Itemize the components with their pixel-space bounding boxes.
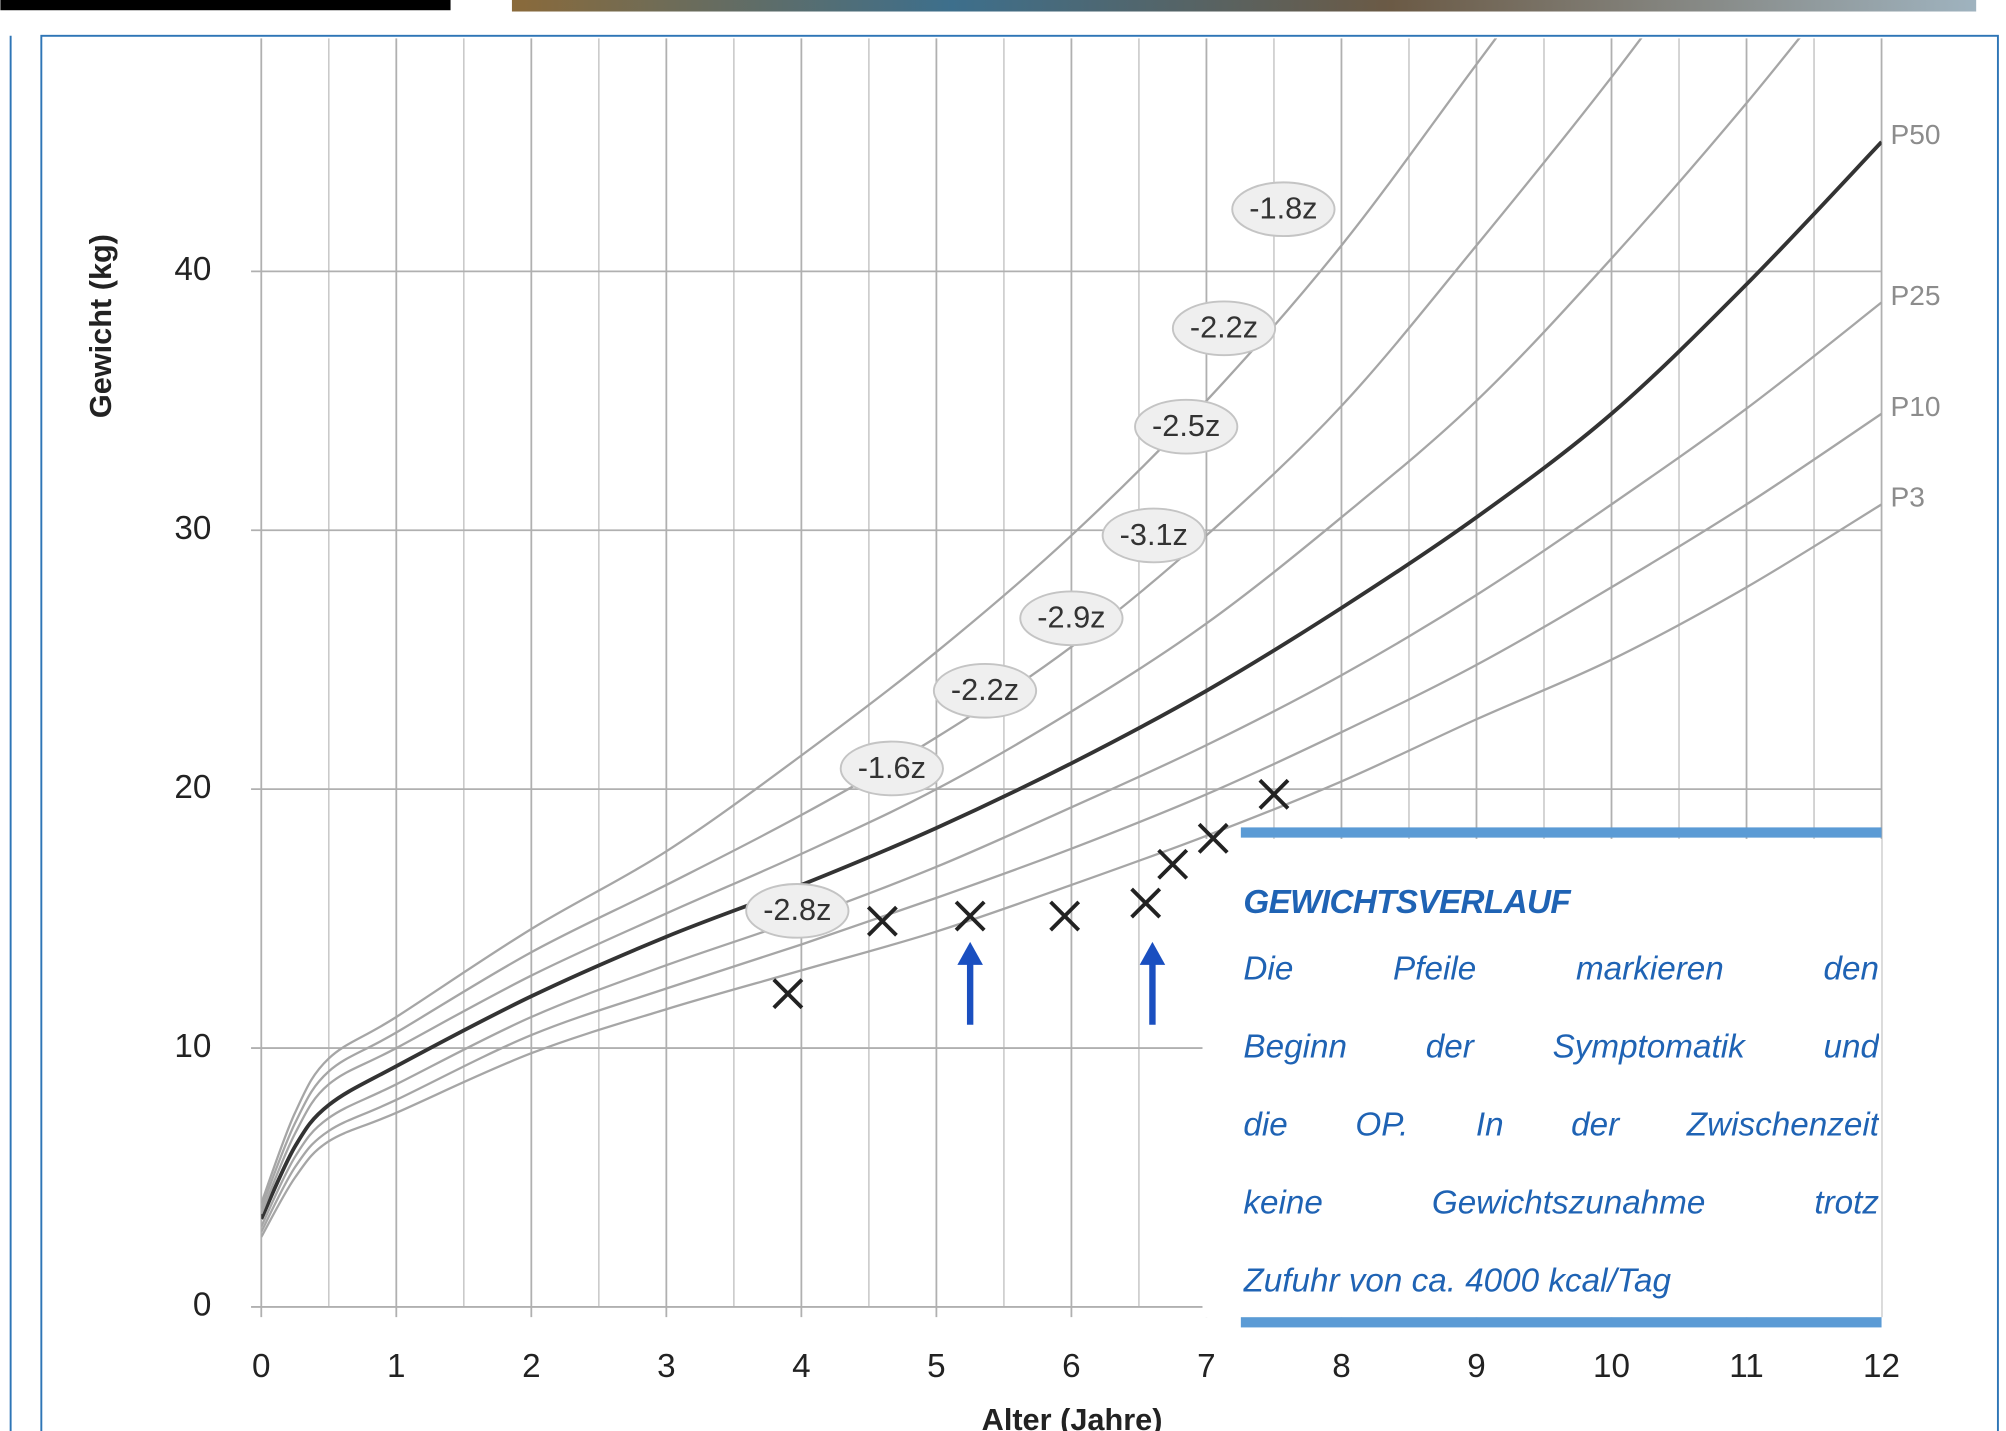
page: {"chart_data": { "type": "line", "x_labe… xyxy=(0,0,2006,1431)
x-tick-label: 1 xyxy=(387,1348,405,1385)
annotation: -2.8z xyxy=(763,892,831,927)
x-tick-label: 0 xyxy=(252,1348,270,1385)
annotation: -2.5z xyxy=(1152,408,1220,443)
y-tick-label: 30 xyxy=(174,510,211,547)
note-bar-top xyxy=(1241,827,1882,837)
image-strip xyxy=(512,0,1976,12)
y-tick-label: 0 xyxy=(193,1287,211,1324)
x-tick-label: 6 xyxy=(1062,1348,1080,1385)
annotation: -3.1z xyxy=(1120,517,1188,552)
annotation: -1.8z xyxy=(1249,191,1317,226)
legend-label: P25 xyxy=(1891,280,1941,311)
x-tick-label: 10 xyxy=(1593,1348,1630,1385)
y-tick-label: 20 xyxy=(174,769,211,806)
x-tick-label: 2 xyxy=(522,1348,540,1385)
top-bar xyxy=(0,0,450,10)
annotation: -1.6z xyxy=(858,750,926,785)
legend-label: P50 xyxy=(1891,119,1941,150)
annotation: -2.2z xyxy=(951,672,1019,707)
note: GEWICHTSVERLAUF Die Pfeile markieren den… xyxy=(1243,882,1879,1304)
x-tick-label: 11 xyxy=(1729,1348,1764,1385)
note-line: die OP. In der Zwischenzeit xyxy=(1243,1086,1879,1164)
x-tick-label: 4 xyxy=(792,1348,810,1385)
note-box: GEWICHTSVERLAUF Die Pfeile markieren den… xyxy=(1243,882,1879,1304)
note-line: Die Pfeile markieren den xyxy=(1243,930,1879,1008)
y-tick-label: 10 xyxy=(174,1028,211,1065)
note-line: keine Gewichtszunahme trotz xyxy=(1243,1164,1879,1242)
x-tick-label: 12 xyxy=(1863,1348,1900,1385)
x-tick-label: 3 xyxy=(657,1348,675,1385)
annotation: -2.2z xyxy=(1190,310,1258,345)
annotation: -2.9z xyxy=(1037,600,1105,635)
note-title: GEWICHTSVERLAUF xyxy=(1243,882,1879,922)
note-line: Zufuhr von ca. 4000 kcal/Tag xyxy=(1243,1242,1879,1305)
note-bar-bottom xyxy=(1241,1317,1882,1327)
note-line: Beginn der Symptomatik und xyxy=(1243,1008,1879,1086)
x-tick-label: 5 xyxy=(927,1348,945,1385)
x-tick-label: 7 xyxy=(1197,1348,1215,1385)
x-axis-title: Alter (Jahre) xyxy=(982,1402,1163,1431)
y-axis-title: Gewicht (kg) xyxy=(83,234,118,418)
legend-label: P10 xyxy=(1891,391,1941,422)
chart: 0123456789101112010203040P3P10P25P50 Gew… xyxy=(0,0,2006,1431)
x-tick-label: 9 xyxy=(1467,1348,1485,1385)
x-tick-label: 8 xyxy=(1332,1348,1350,1385)
y-tick-label: 40 xyxy=(174,251,211,288)
legend-label: P3 xyxy=(1891,482,1925,513)
